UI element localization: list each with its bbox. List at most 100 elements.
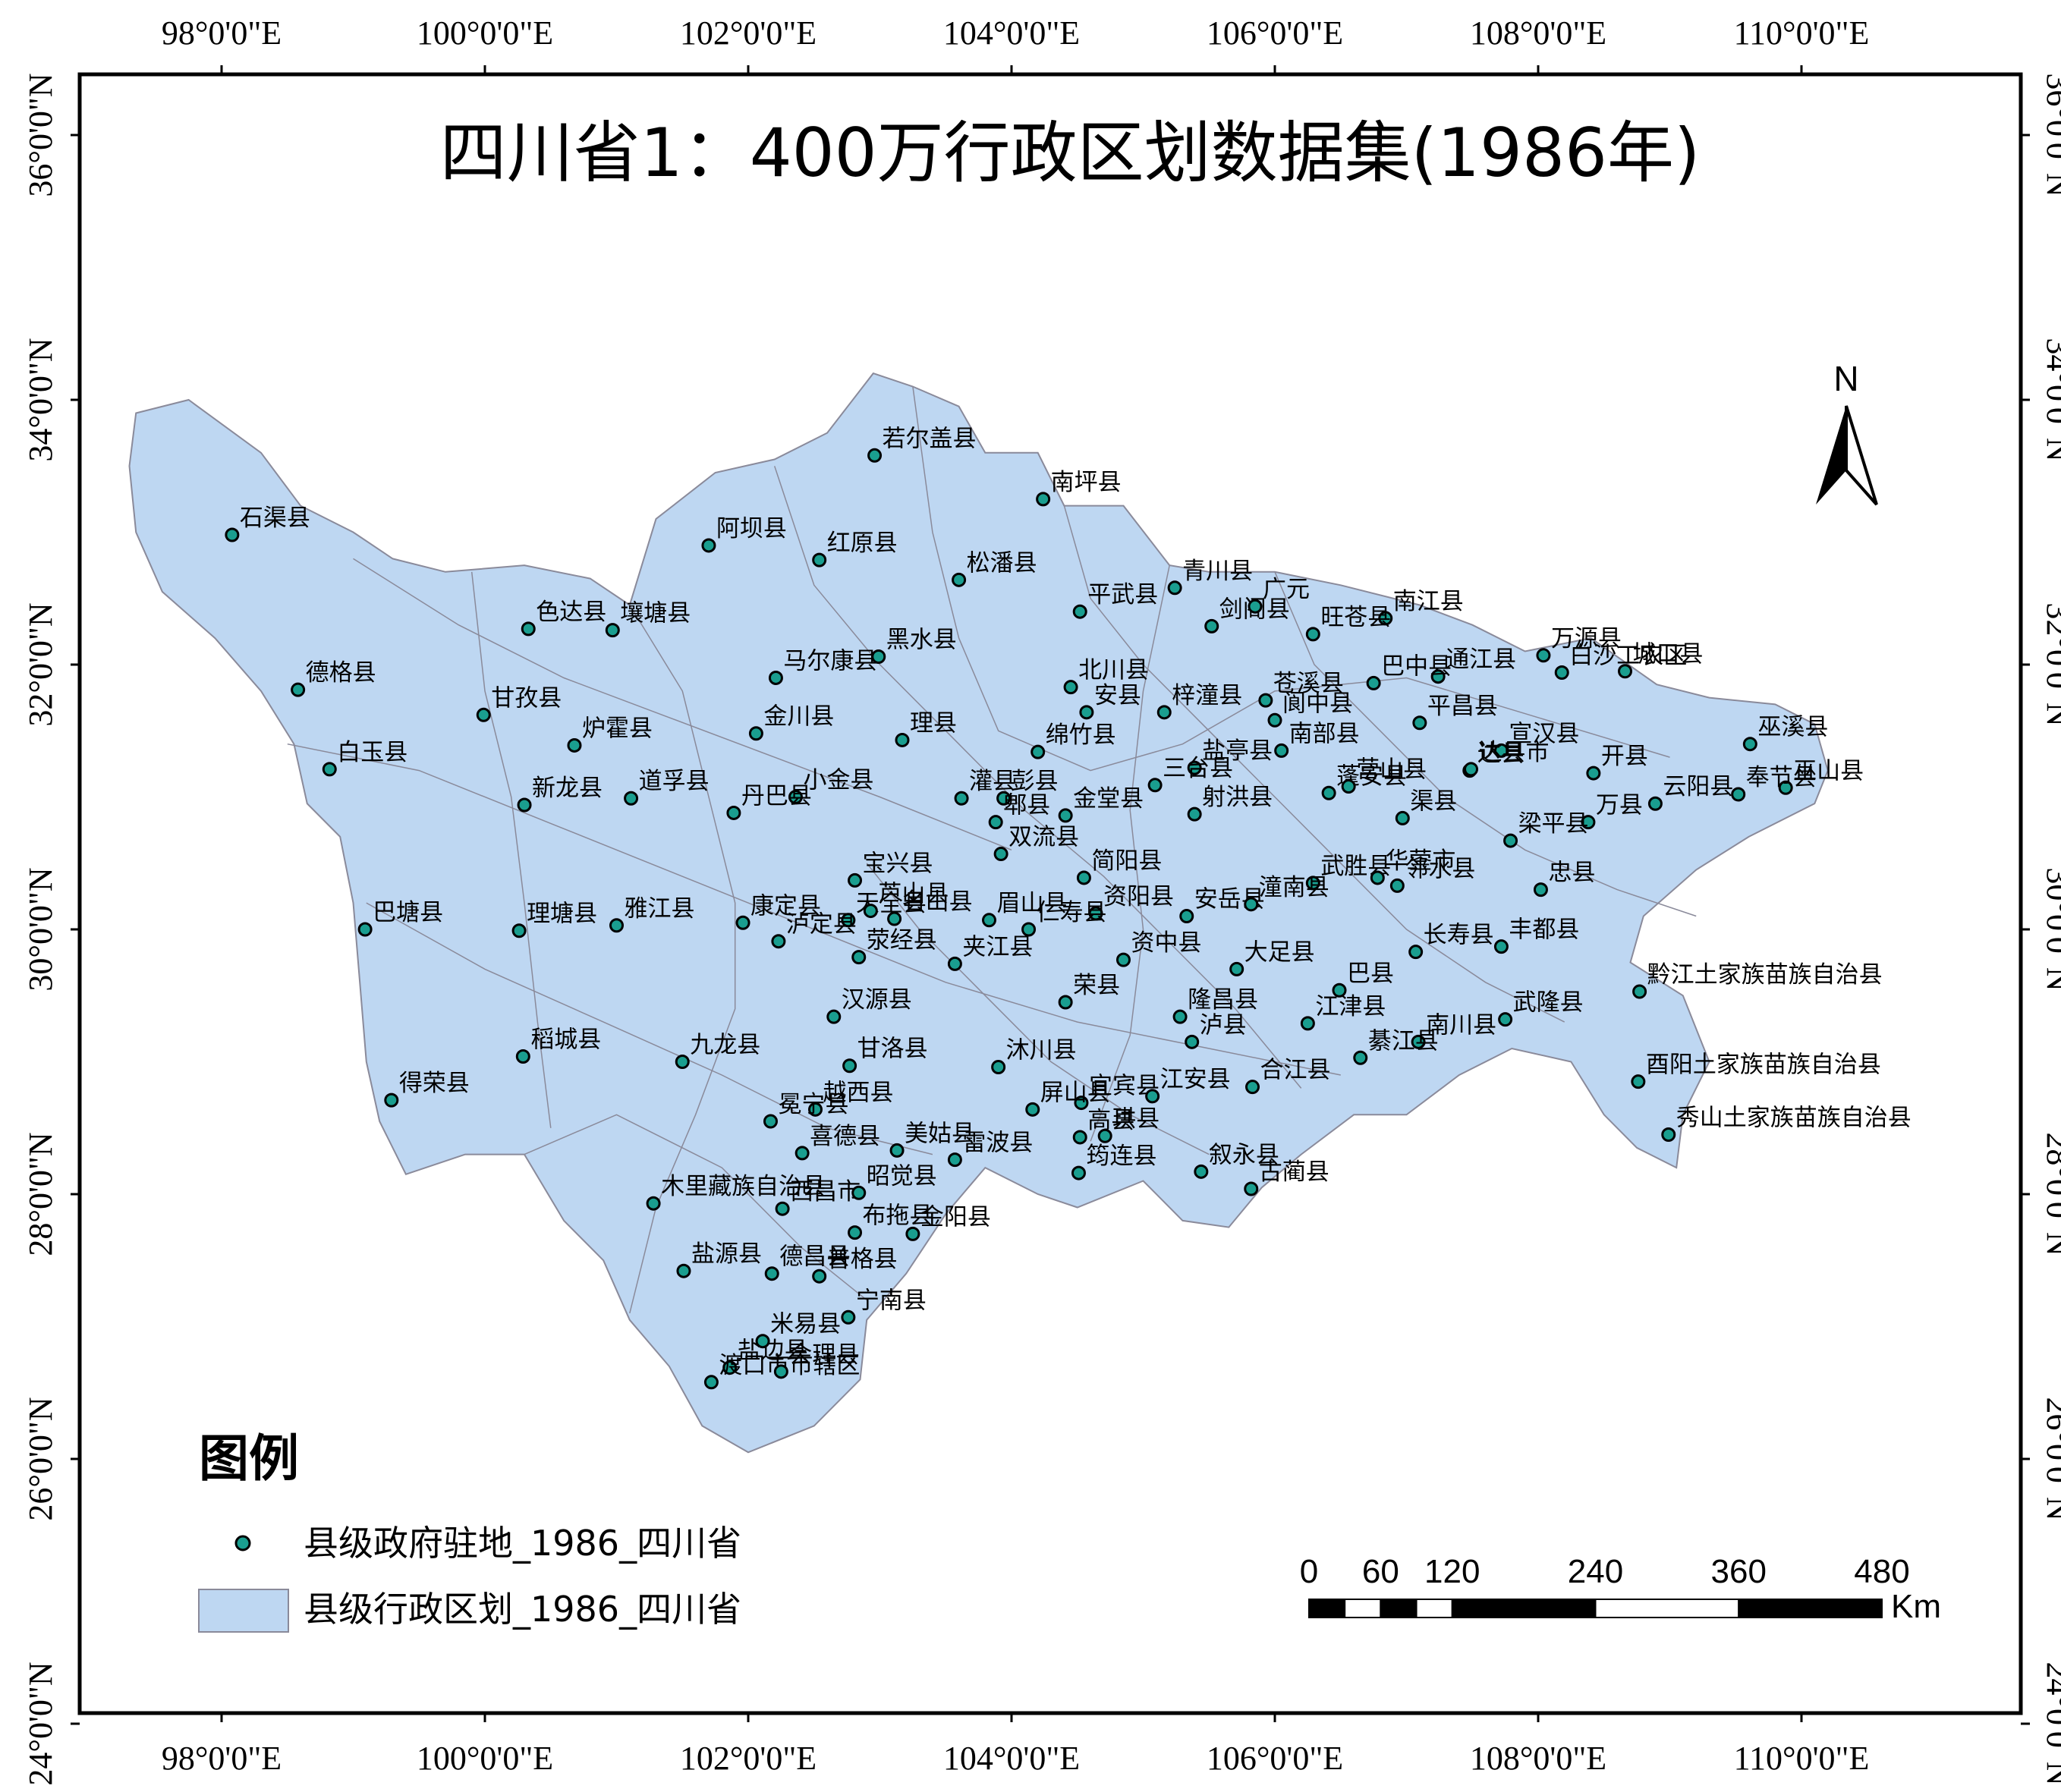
lon-label-bottom: 102°0'0"E	[680, 1740, 817, 1777]
county-seat-point	[812, 1269, 827, 1284]
lat-label-left: 36°0'0"N	[22, 73, 59, 196]
county-seat-point	[1353, 1050, 1368, 1065]
county-seat-point	[771, 934, 786, 949]
county-boundary-line	[1274, 571, 1697, 917]
county-label: 越西县	[823, 1079, 893, 1106]
county-label: 华蓥市	[1385, 847, 1455, 875]
county-seat-point	[384, 1092, 399, 1108]
county-label: 雷波县	[962, 1130, 1033, 1157]
county-seat-point	[511, 923, 527, 938]
county-label: 灌县	[969, 768, 1016, 795]
county-label: 布拖县	[863, 1203, 933, 1230]
legend-item-points: 县级政府驻地_1986_四川省	[304, 1523, 741, 1564]
county-seat-point	[1072, 604, 1087, 619]
county-label: 潼南县	[1259, 874, 1329, 901]
scale-segment	[1415, 1599, 1453, 1618]
lat-label-left: 24°0'0"N	[22, 1662, 59, 1785]
county-seat-point	[1172, 1009, 1188, 1024]
county-seat-point	[1618, 664, 1633, 679]
lat-label-right: 26°0'0"N	[2040, 1397, 2061, 1520]
north-label: N	[1833, 359, 1858, 398]
county-label: 壤塘县	[620, 600, 691, 627]
county-seat-point	[863, 904, 878, 919]
lon-label-bottom: 108°0'0"E	[1470, 1740, 1606, 1777]
legend-title: 图例	[199, 1429, 299, 1488]
lon-label-top: 100°0'0"E	[417, 14, 553, 52]
county-label: 秀山土家族苗族自治县	[1676, 1104, 1912, 1131]
lat-label-right: 24°0'0"N	[2040, 1662, 2061, 1785]
county-seat-point	[947, 956, 962, 971]
county-label: 白玉县	[337, 739, 407, 766]
county-label: 盐源县	[691, 1240, 762, 1268]
county-label: 得荣县	[399, 1070, 470, 1097]
county-label: 金堂县	[1073, 785, 1144, 813]
county-label: 南坪县	[1051, 469, 1122, 496]
county-label: 射洪县	[1202, 784, 1273, 811]
county-label: 名山县	[902, 888, 973, 916]
county-label: 渠县	[1410, 788, 1457, 815]
county-label: 盐亭县	[1202, 737, 1273, 765]
county-label: 白沙工农区	[1569, 642, 1687, 669]
scale-unit: Km	[1891, 1588, 1941, 1625]
map-title: 四川省1：400万行政区划数据集(1986年)	[440, 114, 1701, 192]
county-seat-point	[807, 1102, 823, 1117]
county-seat-point	[225, 527, 240, 542]
county-label: 美姑县	[905, 1120, 975, 1147]
county-label: 西昌市	[790, 1178, 861, 1206]
county-label: 酉阳土家族苗族自治县	[1646, 1052, 1881, 1079]
county-label: 旺苍县	[1320, 604, 1391, 631]
county-label: 稻城县	[530, 1026, 601, 1054]
county-label: 炉霍县	[582, 715, 653, 742]
county-seat-point	[1661, 1127, 1676, 1142]
county-label: 达县市	[1479, 739, 1550, 766]
county-label: 新龙县	[532, 775, 603, 802]
county-seat-point	[1245, 1080, 1260, 1095]
county-label: 米易县	[770, 1311, 841, 1338]
county-seat-point	[646, 1196, 661, 1211]
lat-label-right: 36°0'0"N	[2040, 73, 2061, 196]
county-seat-point	[1395, 810, 1410, 825]
county-label: 红原县	[827, 530, 898, 557]
legend-point-symbol	[234, 1535, 251, 1551]
county-seat-point	[1554, 665, 1569, 680]
scale-label: 60	[1362, 1553, 1399, 1590]
county-label: 黑水县	[886, 627, 957, 654]
county-label: 眉山县	[997, 890, 1068, 917]
county-seat-point	[1021, 922, 1037, 937]
county-label: 甘洛县	[857, 1036, 928, 1063]
graticule: 98°0'0"E 98°0'0"E 100°0'0"E 100°0'0"E 102°0'…	[22, 14, 2061, 1786]
county-seat-point	[1366, 675, 1381, 690]
county-boundary-line	[1063, 505, 1565, 1023]
lat-label-right: 30°0'0"N	[2040, 867, 2061, 991]
county-label: 简阳县	[1091, 847, 1162, 875]
county-label: 开县	[1601, 743, 1648, 770]
legend-polygon-symbol	[198, 1589, 289, 1633]
county-label: 丰都县	[1509, 916, 1579, 944]
lon-label-top: 102°0'0"E	[680, 14, 817, 52]
county-label: 江安县	[1160, 1066, 1231, 1093]
lat-label-right: 32°0'0"N	[2040, 602, 2061, 726]
county-boundary-line	[524, 1114, 867, 1301]
scale-segment	[1380, 1599, 1418, 1618]
county-seat-point	[775, 1201, 790, 1216]
county-label: 资阳县	[1103, 883, 1174, 910]
county-label: 安县	[1094, 682, 1141, 709]
county-seat-point	[1341, 779, 1356, 794]
county-seat-point	[1498, 1012, 1513, 1027]
legend-item-polygons: 县级行政区划_1986_四川省	[304, 1589, 741, 1630]
county-label: 马尔康县	[783, 647, 877, 674]
county-seat-point	[867, 448, 883, 463]
county-label: 合江县	[1260, 1057, 1331, 1084]
county-seat-point	[848, 1225, 863, 1240]
county-seat-point	[476, 707, 491, 722]
county-seat-point	[812, 552, 827, 567]
lon-label-top: 104°0'0"E	[943, 14, 1080, 52]
county-seat-point	[1187, 806, 1202, 822]
county-seat-point	[1430, 669, 1446, 684]
county-seat-point	[795, 1146, 810, 1161]
county-seat-point	[1076, 870, 1091, 885]
county-seat-point	[773, 1364, 788, 1379]
county-label: 理县	[910, 709, 957, 737]
county-seat-point	[357, 922, 373, 937]
province-outline	[128, 372, 1829, 1454]
